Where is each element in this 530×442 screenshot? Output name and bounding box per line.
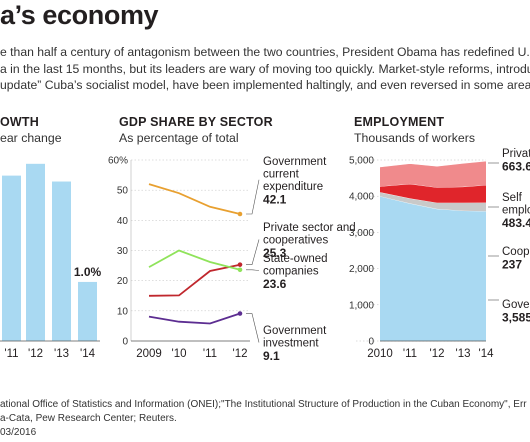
gdp-series-label: cooperatives	[263, 235, 328, 247]
gdp-series-label: investment	[263, 338, 319, 350]
employment-x-tick-label: '14	[479, 348, 495, 360]
gdp-series-label: expenditure	[263, 181, 323, 193]
employment-series-value: 237	[502, 258, 522, 272]
gdp-x-tick-label: '12	[233, 348, 248, 360]
gdp-series-end-point	[237, 311, 243, 316]
gdp-series-label: State-owned	[263, 253, 328, 265]
gdp-heading: GDP SHARE BY SECTOR	[119, 115, 273, 129]
gdp-series-label: Private sector and	[263, 222, 356, 234]
growth-bar	[26, 163, 45, 341]
employment-area	[380, 196, 486, 341]
employment-y-tick-label: 2,000	[349, 264, 374, 275]
employment-subtitle: Thousands of workers	[354, 131, 475, 145]
gdp-subtitle: As percentage of total	[119, 131, 239, 145]
employment-y-tick-label: 5,000	[349, 156, 374, 167]
gdp-series-value: 23.6	[263, 277, 287, 291]
employment-area	[380, 192, 486, 212]
growth-bar	[52, 181, 71, 341]
employment-y-tick-label: 0	[368, 337, 374, 348]
gdp-leader-line	[246, 179, 260, 215]
page-title: a’s economy	[0, 0, 159, 30]
gdp-series-label: current	[263, 169, 300, 181]
employment-series-label: Self	[502, 192, 523, 204]
gdp-series-value: 25.3	[263, 246, 287, 260]
employment-y-tick-label: 4,000	[349, 192, 374, 203]
gdp-series-end-point	[237, 267, 243, 273]
growth-bar	[78, 281, 97, 341]
gdp-y-tick-label: 0	[122, 337, 128, 348]
growth-tick-label: '11	[4, 348, 18, 360]
growth-subtitle: ear change	[0, 131, 62, 145]
gdp-series-line	[148, 249, 241, 271]
intro-line: update” Cuba’s socialist model, have bee…	[0, 78, 530, 93]
employment-area-edge	[379, 160, 487, 168]
employment-y-tick-label: 1,000	[349, 300, 374, 311]
gdp-leader-line	[246, 313, 260, 343]
growth-heading: OWTH	[0, 115, 39, 129]
gdp-y-tick-label: 40	[117, 216, 129, 227]
growth-tick-label: '12	[28, 348, 43, 360]
employment-x-tick-label: '11	[403, 348, 417, 360]
gdp-y-tick-label: 30	[117, 246, 129, 257]
footer-line: a-Cata, Pew Research Center; Reuters.	[0, 413, 177, 424]
growth-tick-label: '14	[80, 348, 96, 360]
growth-data-label: 1.0%	[74, 265, 102, 279]
employment-y-tick-label: 3,000	[349, 228, 374, 239]
gdp-y-tick-label: 10	[117, 306, 129, 317]
gdp-leader-line	[246, 269, 260, 271]
intro-line: e than half a century of antagonism betw…	[0, 45, 530, 59]
footer-line: 03/2016	[0, 427, 37, 438]
gdp-series-end-point	[237, 262, 243, 267]
gdp-series-value: 42.1	[263, 193, 287, 207]
gdp-series-label: companies	[263, 266, 319, 278]
gdp-y-tick-label: 20	[117, 276, 129, 287]
employment-heading: EMPLOYMENT	[354, 115, 445, 129]
gdp-series-line	[148, 312, 241, 325]
gdp-leader-line	[246, 239, 260, 265]
gdp-series-label: Government	[263, 156, 327, 168]
employment-x-tick-label: '12	[430, 348, 445, 360]
employment-series-value: 663.6	[502, 160, 530, 174]
gdp-y-tick-label: 60%	[108, 156, 128, 167]
employment-series-label: Coope	[502, 246, 530, 258]
gdp-y-tick-label: 50	[117, 186, 129, 197]
gdp-x-tick-label: 2009	[136, 348, 162, 360]
employment-series-label: Privat	[502, 148, 530, 160]
gdp-series-end-point	[237, 211, 243, 217]
employment-area	[380, 161, 486, 188]
employment-x-tick-label: '13	[456, 348, 471, 360]
growth-tick-label: '13	[54, 348, 69, 360]
intro-line: a in the last 15 months, but its leaders…	[0, 61, 530, 76]
gdp-series-line	[148, 263, 241, 297]
footer-sources: ational Office of Statistics and Informa…	[0, 398, 527, 440]
employment-series-value: 3,585	[502, 311, 530, 325]
growth-bar	[2, 175, 21, 341]
gdp-series-line	[148, 183, 241, 215]
employment-x-tick-label: 2010	[367, 348, 393, 360]
employment-series-label: Gover	[502, 299, 530, 311]
gdp-series-value: 9.1	[263, 349, 280, 363]
footer-line: ational Office of Statistics and Informa…	[0, 399, 527, 410]
intro-paragraph: e than half a century of antagonism betw…	[0, 44, 530, 94]
employment-series-label: emplo	[502, 205, 530, 217]
gdp-series-label: Government	[263, 325, 327, 337]
gdp-x-tick-label: '10	[172, 348, 187, 360]
employment-series-value: 483.4	[502, 216, 530, 230]
gdp-x-tick-label: '11	[203, 348, 217, 360]
employment-area	[380, 183, 486, 203]
